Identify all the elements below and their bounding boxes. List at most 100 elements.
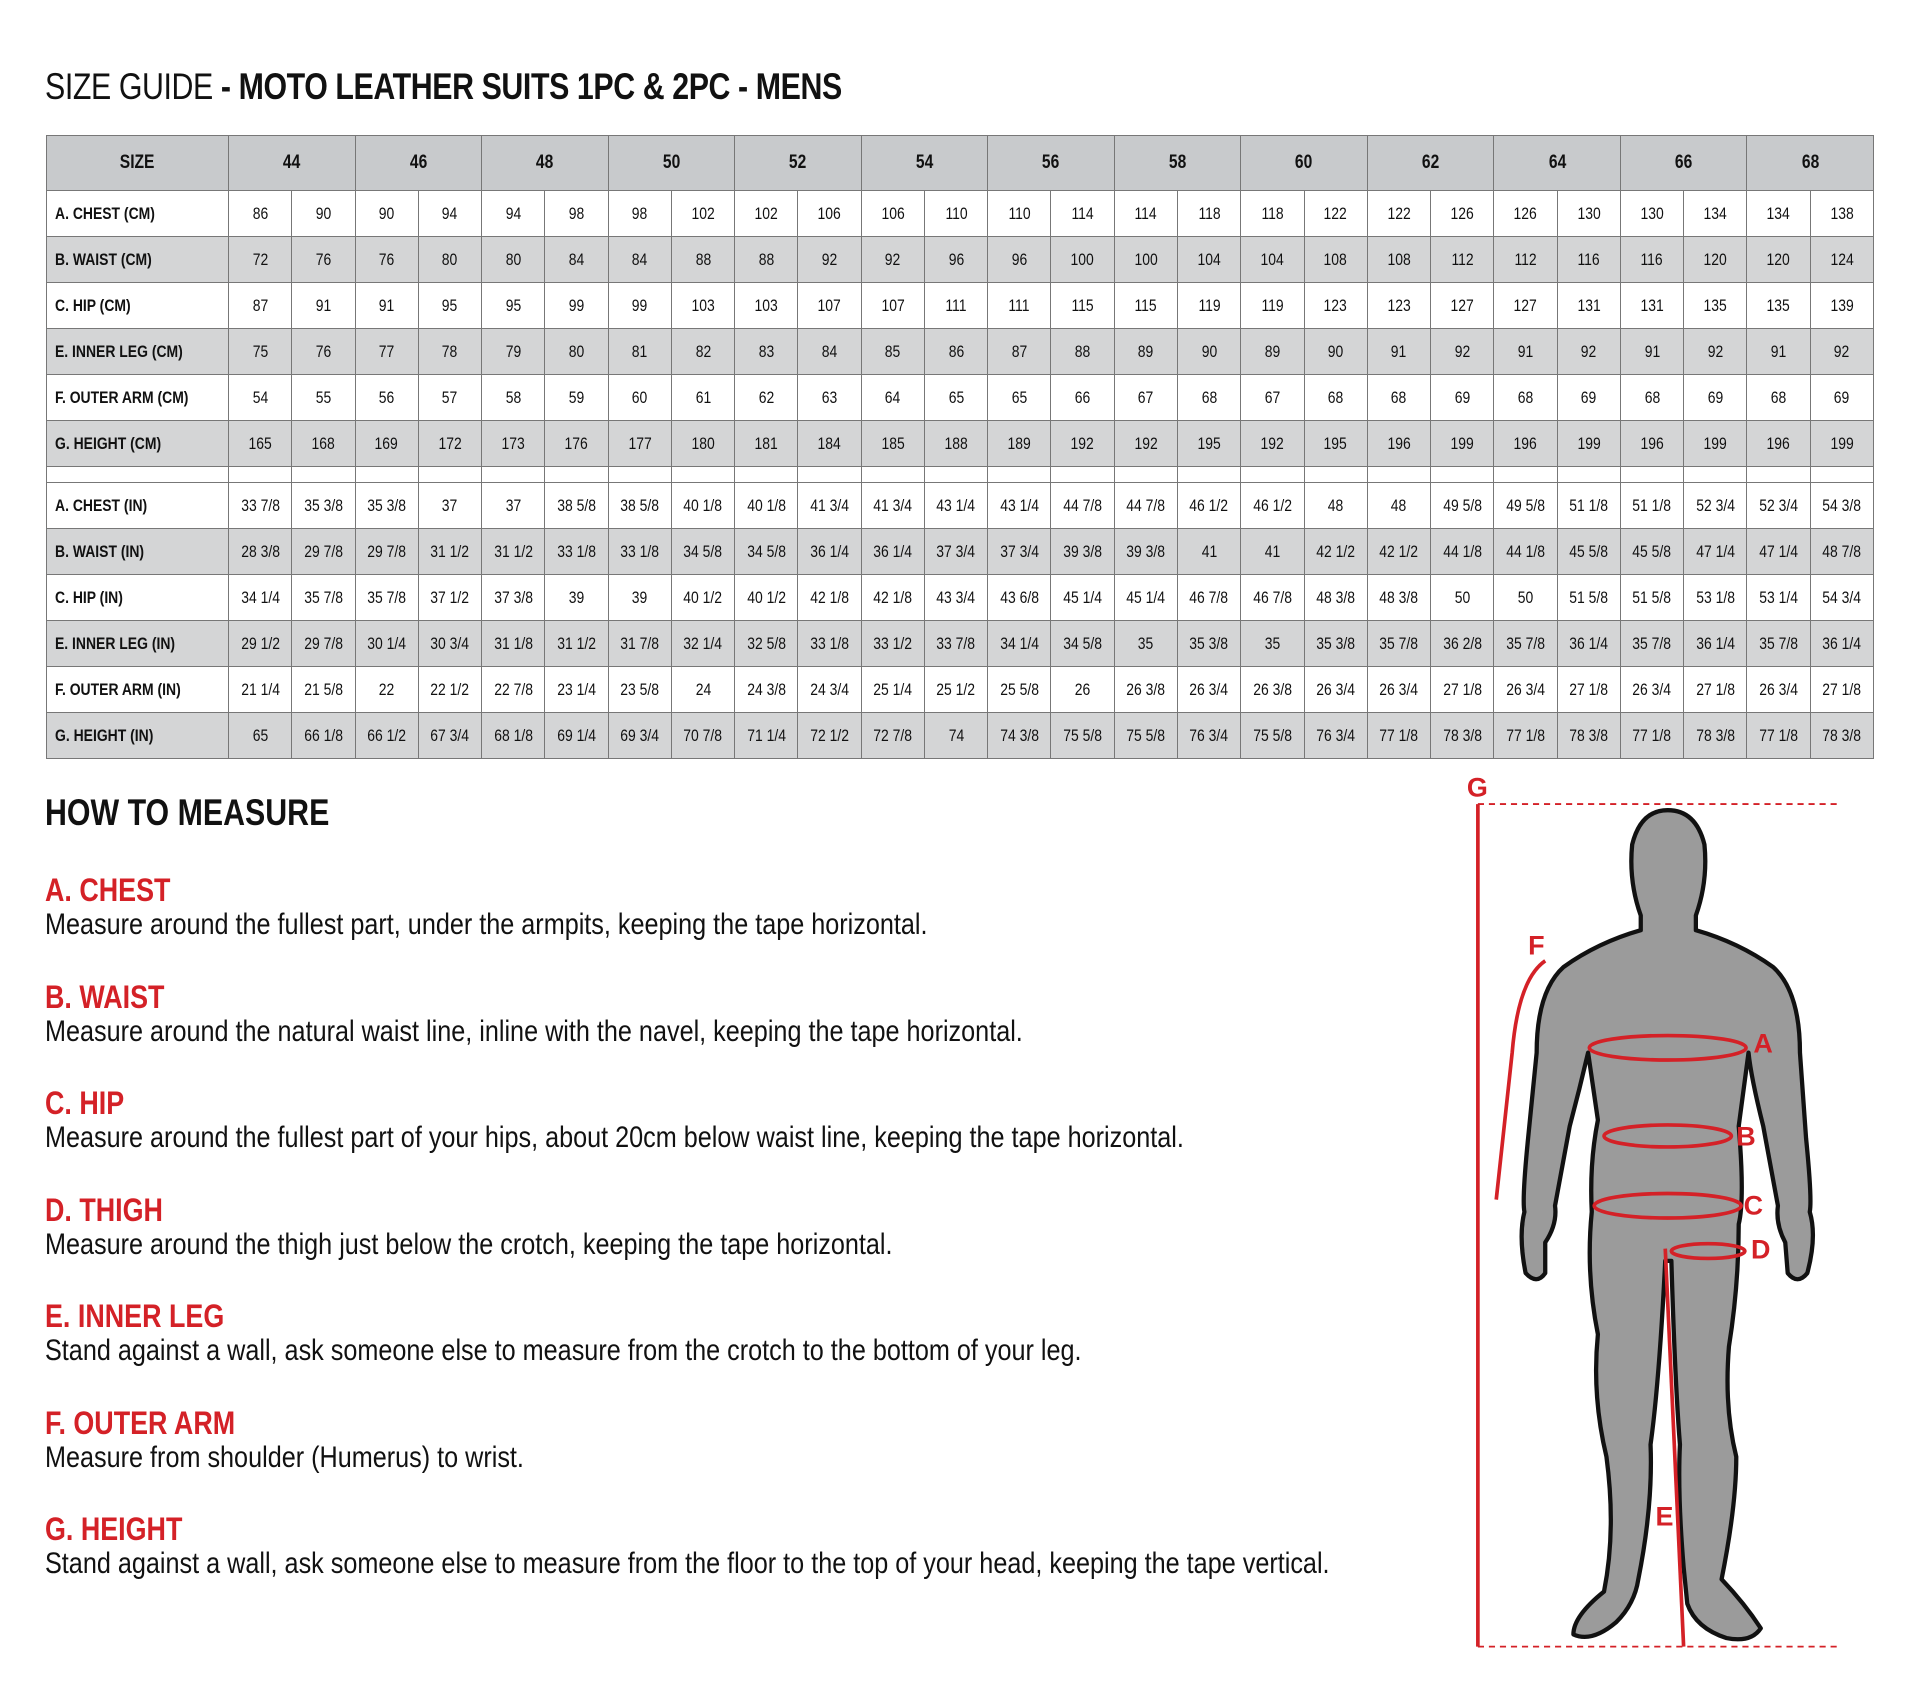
table-cell-text: 54	[252, 387, 268, 407]
measure-section-title: F. OUTER ARM	[45, 1404, 236, 1441]
table-cell: 31 1/2	[417, 528, 483, 575]
table-cell-text: 64	[885, 387, 901, 407]
table-cell: 21 1/4	[227, 666, 293, 713]
table-cell-text: 43 1/4	[999, 495, 1039, 515]
table-cell: 39 3/8	[1050, 528, 1115, 575]
row-label-text: E. INNER LEG (IN)	[55, 633, 176, 653]
spacer-cell	[734, 466, 799, 483]
table-cell: 61	[670, 374, 736, 421]
table-cell-text: 126	[1450, 203, 1474, 223]
row-label-text: C. HIP (IN)	[55, 587, 123, 607]
table-cell: 86	[923, 328, 989, 375]
table-cell: 40 1/2	[734, 574, 799, 621]
table-cell: 75 5/8	[1113, 712, 1178, 759]
table-cell-text: 192	[1134, 433, 1158, 453]
table-cell-text: 69	[1454, 387, 1470, 407]
table-cell-text: 38 5/8	[557, 495, 596, 515]
table-cell-text: 50	[1517, 587, 1534, 607]
table-cell-text: 43 1/4	[936, 495, 976, 515]
table-cell: 26 3/8	[1240, 666, 1305, 713]
table-cell: 29 7/8	[354, 528, 419, 575]
table-cell: 90	[354, 190, 419, 237]
table-cell: 66 1/8	[291, 712, 356, 759]
table-cell-text: 33 1/2	[873, 633, 913, 653]
measure-section: A. CHEST Measure around the fullest part,…	[45, 872, 928, 942]
table-cell-text: 72 7/8	[873, 725, 913, 745]
table-cell: 67	[1240, 374, 1305, 421]
table-row: A. CHEST (IN) 33 7/8 35 3/8 35 3/8 37 37 38 5/…	[46, 482, 1875, 529]
table-cell-text: 119	[1198, 295, 1221, 315]
table-cell: 80	[417, 236, 483, 283]
size-column-header: 66	[1619, 135, 1748, 191]
table-row: C. HIP (CM) 87 91 91 95 95 99 99 103 103 107 107 111…	[46, 282, 1875, 329]
table-cell: 85	[860, 328, 925, 375]
size-column-header: 56	[987, 135, 1115, 191]
size-column-header-text: 66	[1674, 152, 1693, 173]
table-cell: 52 3/4	[1746, 482, 1811, 529]
table-cell: 98	[544, 190, 609, 237]
table-cell-text: 70 7/8	[683, 725, 723, 745]
table-cell-text: 76	[378, 249, 395, 269]
table-cell: 42 1/2	[1303, 528, 1368, 575]
table-cell-text: 181	[754, 433, 778, 453]
table-cell: 172	[417, 420, 483, 467]
table-cell: 33 7/8	[923, 620, 989, 667]
table-cell: 100	[1050, 236, 1115, 283]
table-cell: 196	[1493, 420, 1558, 467]
table-cell: 45 1/4	[1113, 574, 1178, 621]
table-cell-text: 39	[568, 587, 585, 607]
table-cell-text: 196	[1387, 433, 1411, 453]
table-cell-text: 91	[1391, 341, 1407, 361]
table-cell-text: 29 1/2	[240, 633, 280, 653]
table-cell: 188	[923, 420, 989, 467]
table-cell: 60	[607, 374, 672, 421]
table-cell-text: 130	[1577, 203, 1601, 223]
table-cell: 31 1/8	[481, 620, 546, 667]
table-cell-text: 199	[1577, 433, 1601, 453]
table-cell: 89	[1240, 328, 1305, 375]
table-cell: 80	[481, 236, 546, 283]
table-cell-text: 99	[631, 295, 648, 315]
table-cell-text: 90	[378, 203, 395, 223]
table-cell: 46 7/8	[1176, 574, 1242, 621]
table-cell-text: 134	[1766, 203, 1791, 223]
table-cell-text: 26 3/4	[1316, 679, 1356, 699]
table-cell: 53 1/8	[1683, 574, 1748, 621]
table-cell-text: 21 1/4	[240, 679, 280, 699]
table-cell: 69	[1683, 374, 1748, 421]
table-cell-text: 108	[1324, 249, 1348, 269]
table-cell: 69	[1430, 374, 1495, 421]
table-cell: 26 3/8	[1113, 666, 1178, 713]
table-cell: 134	[1746, 190, 1811, 237]
table-cell-text: 36 1/4	[810, 541, 849, 561]
table-cell: 57	[417, 374, 483, 421]
table-cell: 45 1/4	[1050, 574, 1115, 621]
table-cell: 122	[1303, 190, 1368, 237]
table-cell: 111	[923, 282, 989, 329]
table-cell: 50	[1430, 574, 1495, 621]
table-cell-text: 31 1/2	[557, 633, 596, 653]
table-cell-text: 47 1/4	[1759, 541, 1798, 561]
table-cell-text: 100	[1134, 249, 1158, 269]
table-cell: 119	[1176, 282, 1242, 329]
table-cell-text: 37 1/2	[430, 587, 470, 607]
table-cell: 44 7/8	[1113, 482, 1178, 529]
table-cell: 116	[1556, 236, 1621, 283]
table-cell: 66	[1050, 374, 1115, 421]
table-cell: 66 1/2	[354, 712, 419, 759]
table-cell: 96	[987, 236, 1052, 283]
table-cell: 43 6/8	[987, 574, 1052, 621]
table-cell-text: 30 3/4	[430, 633, 470, 653]
table-cell-text: 169	[375, 433, 399, 453]
table-cell-text: 37	[442, 495, 458, 515]
table-row: B. WAIST (CM) 72 76 76 80 80 84 84 88 88 92 92 96 96 1…	[46, 236, 1875, 283]
measure-section: C. HIP Measure around the fullest part of…	[45, 1085, 1184, 1155]
table-cell-text: 102	[691, 203, 715, 223]
table-cell: 35 3/8	[1303, 620, 1368, 667]
table-cell: 130	[1556, 190, 1621, 237]
table-cell: 87	[227, 282, 293, 329]
table-cell-text: 168	[311, 433, 336, 453]
table-cell: 26 3/4	[1746, 666, 1811, 713]
table-cell: 135	[1683, 282, 1748, 329]
table-cell-text: 199	[1450, 433, 1474, 453]
